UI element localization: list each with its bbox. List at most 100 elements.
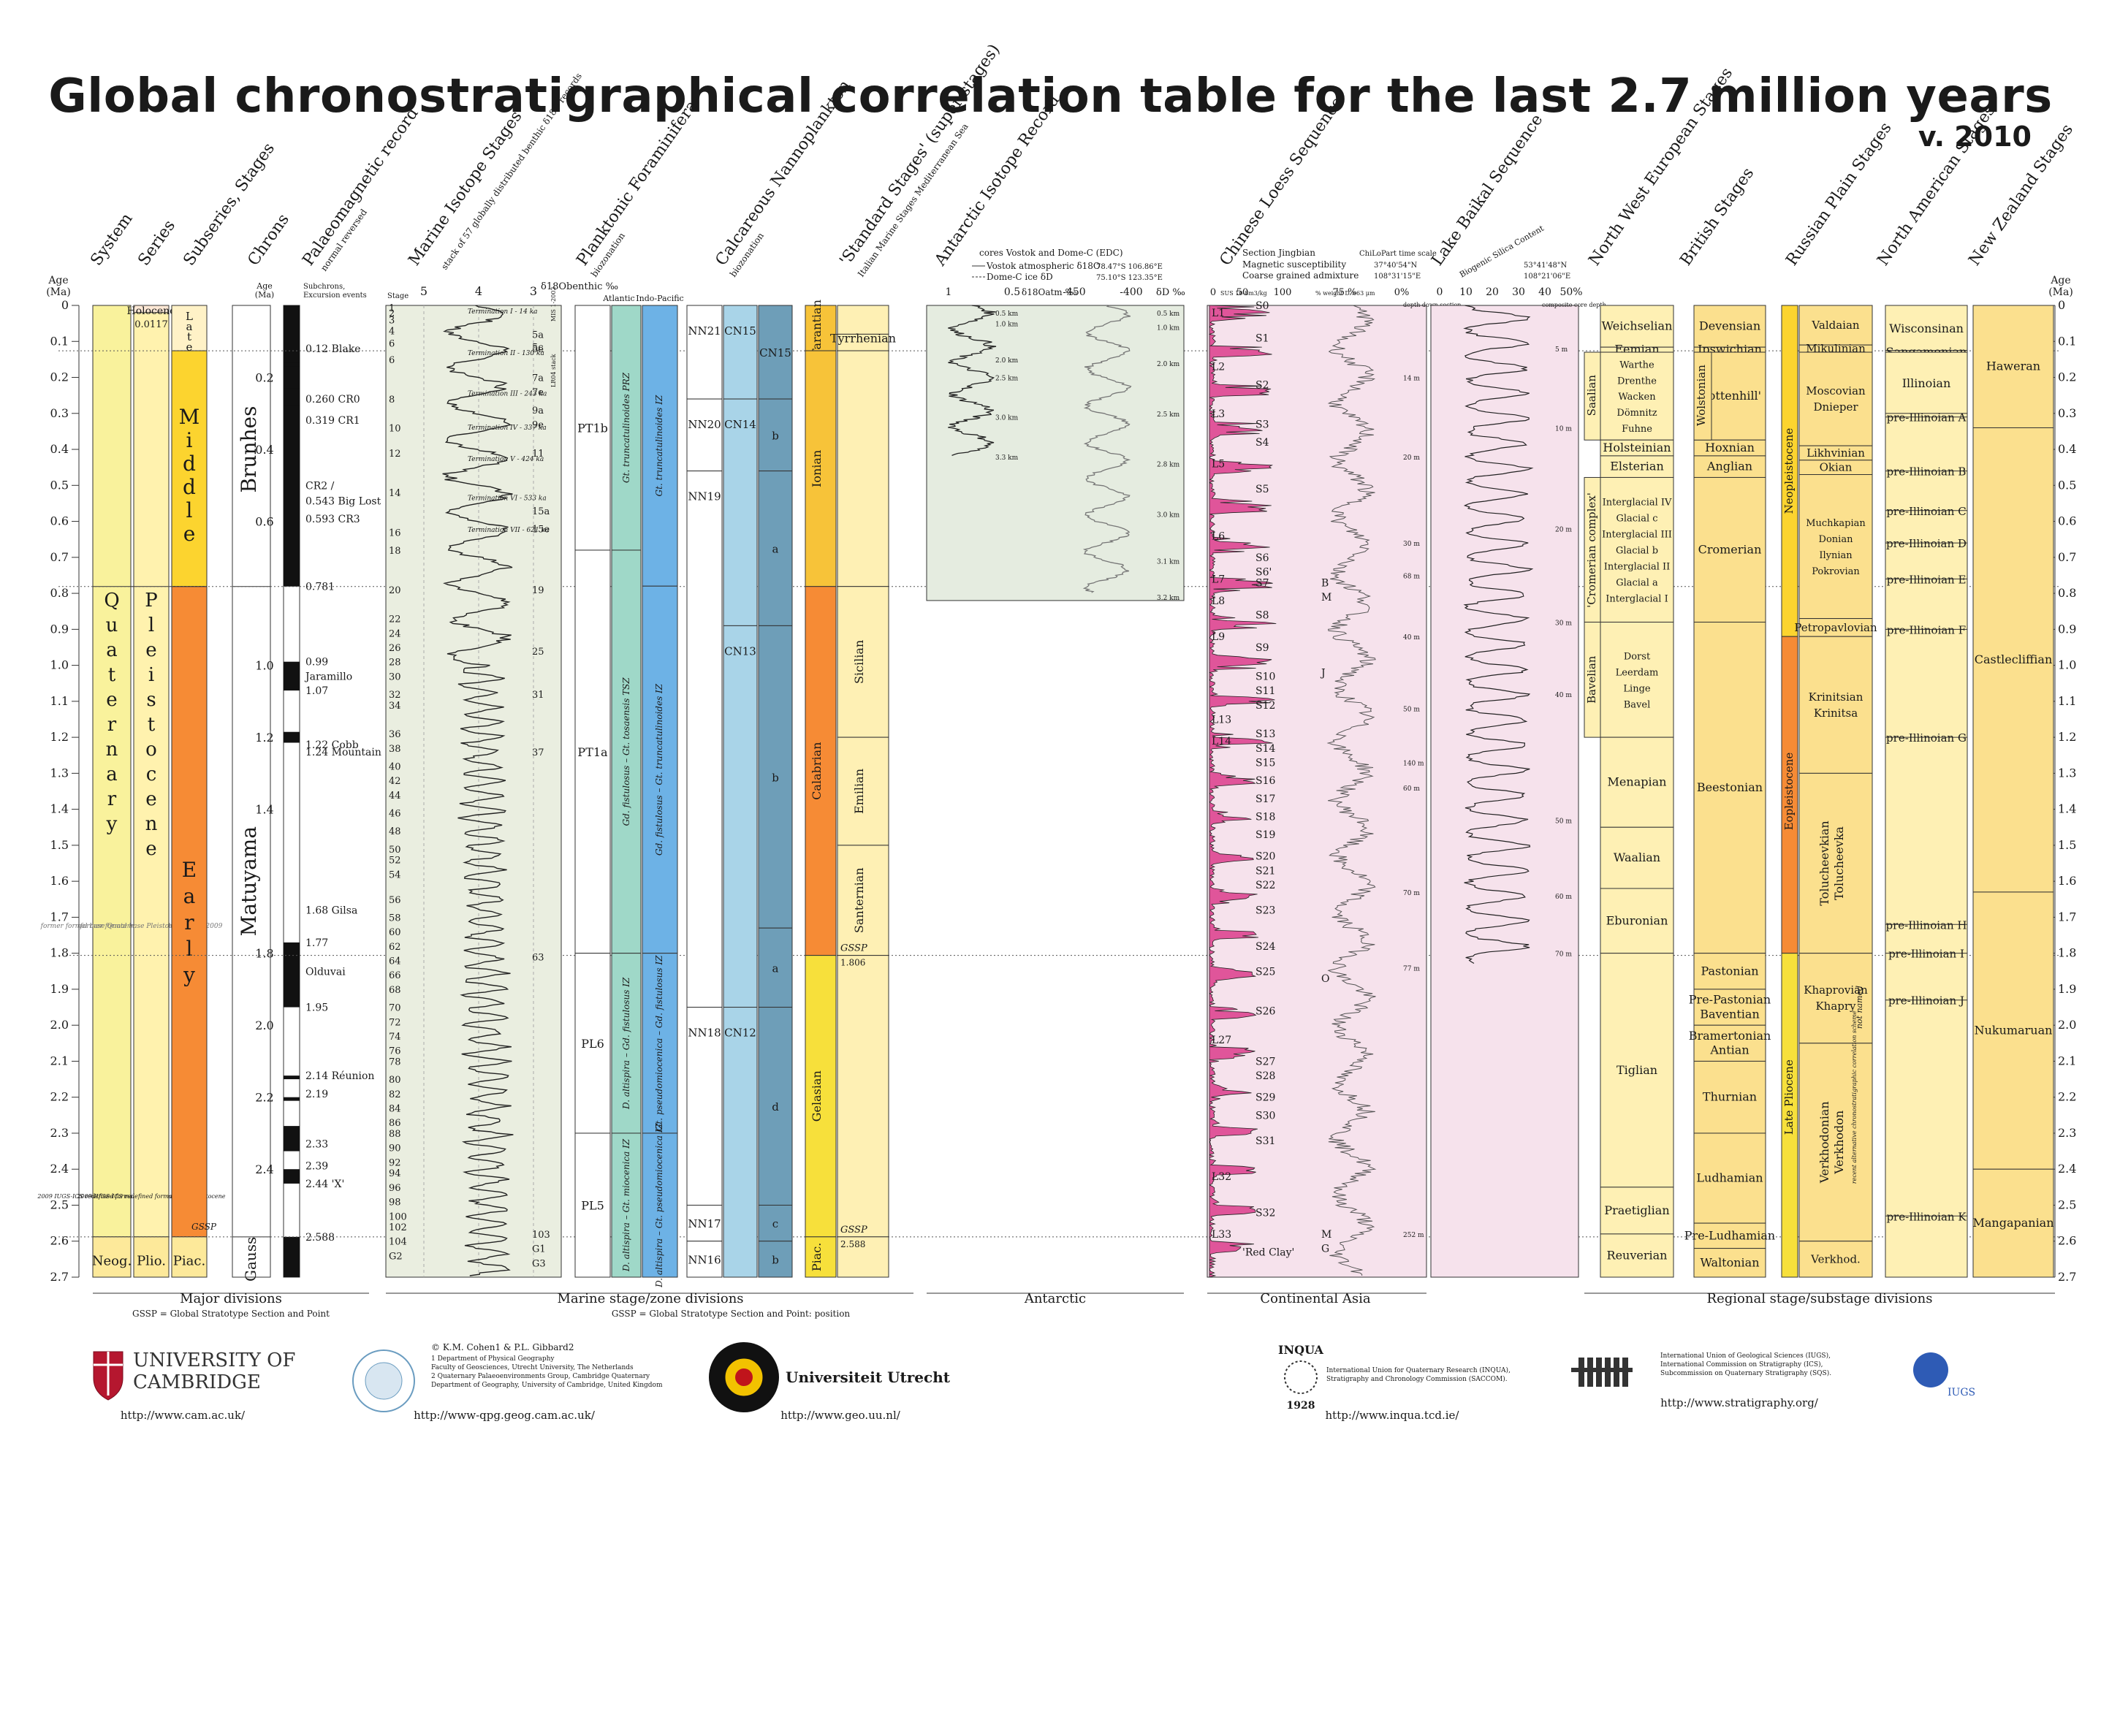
loess-depth: 252 m — [1403, 1232, 1424, 1239]
polarity-normal — [284, 1076, 300, 1080]
nz-stage-label: Mangapanian — [1972, 1216, 2053, 1230]
mis-odd-label: G3 — [532, 1258, 546, 1269]
nw-stage-label: Elsterian — [1610, 460, 1664, 473]
foram-zone-label: PT1b — [577, 421, 608, 435]
iugs-globe-icon — [1913, 1352, 1948, 1387]
chron-age-header: (Ma) — [255, 290, 274, 300]
mis-stage-number: 104 — [389, 1237, 407, 1248]
na-marker-label: pre-Illinoian F — [1887, 623, 1966, 636]
mis-stage-number: 42 — [389, 776, 401, 787]
loess-L-label: L14 — [1212, 736, 1231, 747]
foram-indo-zone — [642, 305, 678, 587]
russian-stage-label: Verkhodonian — [1817, 1101, 1831, 1184]
nanno-cn-zone — [723, 305, 758, 400]
loess-tick: 0% — [1394, 287, 1410, 298]
loess-L-label: L13 — [1212, 714, 1231, 726]
baikal-depth: 30 m — [1555, 620, 1572, 627]
mis-stage-number: 86 — [389, 1118, 401, 1129]
mis-termination: Termination II - 130 ka — [468, 350, 544, 357]
mis-axis-tick: 5 — [420, 284, 428, 298]
british-side-label: Wolstonian — [1695, 365, 1708, 426]
age-tick-label: 2.5 — [2058, 1198, 2076, 1211]
british-stage — [1693, 305, 1766, 348]
nw-stage — [1600, 621, 1674, 738]
nanno-nn-label: NN17 — [688, 1217, 721, 1230]
loess-S-label: S3 — [1255, 419, 1269, 431]
loess-axis-label: SUS 10-8m3/kg — [1220, 290, 1267, 297]
age-axis-unit: (Ma) — [2048, 286, 2073, 298]
mis-stage-number: 18 — [389, 546, 401, 557]
nw-stage-label: Glacial a — [1616, 577, 1658, 588]
nanno-sub-zone — [758, 927, 793, 1008]
column-header: Palaeomagnetic record — [299, 104, 422, 269]
foram-atlantic-label: Gd. fistulosus – Gt. tosaensis TSZ — [621, 677, 631, 826]
age-tick-label: 0.3 — [2058, 406, 2076, 420]
na-marker-label: pre-Illinoian C — [1886, 505, 1966, 518]
subseries-letter: e — [186, 340, 193, 354]
mis-termination: Termination VI - 533 ka — [468, 495, 547, 503]
mis-curve — [442, 305, 514, 1276]
baikal-tick: 20 — [1486, 286, 1499, 298]
british-stage-label: Hoxnian — [1705, 441, 1755, 454]
column-header: North West European Stages — [1585, 64, 1736, 269]
russian-stage-label: Donian — [1819, 534, 1854, 545]
loess-tick: 0 — [1210, 287, 1216, 298]
mis-stage-number: 74 — [389, 1032, 401, 1043]
mis-stage-number: 3 — [389, 316, 395, 327]
russian-stage-label: Verkhodon — [1832, 1111, 1846, 1175]
baikal-depth: 60 m — [1555, 894, 1572, 901]
british-stage-label: Thurnian — [1703, 1090, 1757, 1104]
super-stage — [805, 586, 837, 956]
age-tick-label: 1.2 — [2058, 730, 2076, 744]
foram-zone — [574, 953, 611, 1134]
mis-stage-number: 16 — [389, 528, 401, 538]
russian-stage-label: Dnieper — [1813, 400, 1858, 414]
mis-stage-number: 88 — [389, 1129, 401, 1140]
mis-subheader: stack of 57 globally distributed benthic… — [439, 71, 584, 271]
nw-stage-label: Holsteinian — [1603, 441, 1671, 454]
loess-S-label: S18 — [1255, 811, 1275, 823]
loess-L-label: L7 — [1212, 574, 1225, 585]
russian-stage-label: Krinitsian — [1809, 690, 1863, 704]
column-header: Chrons — [244, 210, 292, 269]
foram-indo-zone — [642, 953, 678, 1134]
palaeomag-event: 2.39 — [305, 1160, 328, 1172]
age-tick-label: 1.4 — [50, 802, 69, 816]
loess-S-label: S5 — [1255, 484, 1269, 495]
mis-stage-number: 28 — [389, 658, 401, 669]
mis-stage-number: 84 — [389, 1103, 401, 1114]
polarity-normal — [284, 942, 300, 1008]
nz-stage-label: Haweran — [1986, 359, 2040, 373]
column-header: New Zealand Stages — [1965, 121, 2077, 269]
age-tick-label: 1.0 — [2058, 658, 2076, 672]
age-tick-label: 0 — [61, 298, 69, 312]
baikal-tick: 0 — [1437, 286, 1443, 298]
russian-stage-label: Khaprovian — [1804, 983, 1868, 997]
subseries-piac-label: Piac. — [173, 1253, 205, 1268]
nw-stage-label: Dorst — [1624, 651, 1651, 662]
loess-S-label: S24 — [1255, 941, 1275, 953]
mis-stage-number: 4 — [389, 326, 395, 337]
subseries-letter: r — [184, 910, 194, 934]
loess-axis-label-b: % weight D >63 μm — [1315, 290, 1375, 297]
loess-S-label: S8 — [1255, 610, 1269, 622]
baikal-coord-2: 108°21'06"E — [1524, 273, 1570, 281]
age-tick-label: 0.8 — [2058, 586, 2076, 600]
column-header: Planktonic Foraminifera — [573, 97, 701, 269]
british-stage — [1693, 1248, 1766, 1278]
series-redef: 2009 IUGS-ICS redefined formal base Plei… — [76, 1193, 225, 1200]
age-tick-label: 0.5 — [2058, 478, 2076, 492]
loess-S-label: S12 — [1255, 700, 1275, 712]
ant-tick: 1 — [946, 286, 952, 298]
nw-stage — [1600, 1187, 1674, 1235]
na-marker-label: pre-Illinoian E — [1887, 573, 1967, 586]
loess-S-label: S16 — [1255, 775, 1275, 787]
nanno-sub-zone — [758, 305, 793, 400]
loess-S-label: S15 — [1255, 758, 1275, 769]
loess-S-label: S6' — [1255, 567, 1272, 579]
loess-mag-label: J — [1320, 667, 1326, 679]
mis-odd-label: 103 — [532, 1230, 550, 1241]
mis-odd-label: 7a — [532, 373, 544, 384]
russian-note: not named — [1855, 986, 1864, 1029]
russian-note: recent alternative chronostratigraphic c… — [1851, 1010, 1858, 1184]
